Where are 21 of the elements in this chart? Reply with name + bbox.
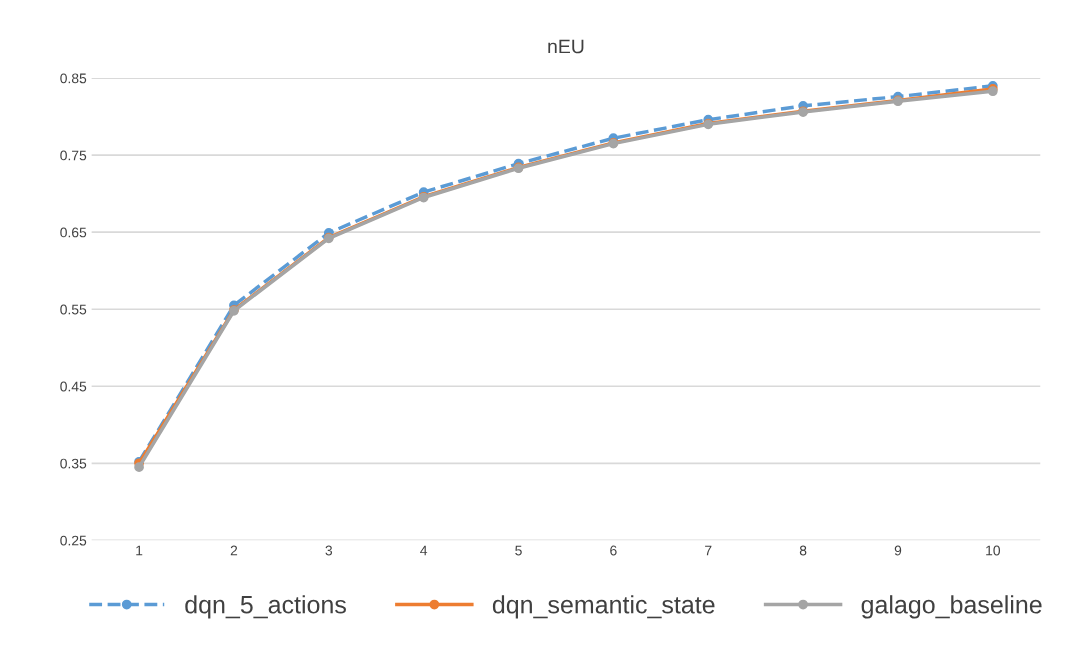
y-tick-label: 0.65: [60, 227, 87, 238]
x-tick-label: 2: [230, 545, 238, 556]
x-tick-label: 5: [515, 545, 522, 556]
x-tick-label: 8: [799, 545, 807, 556]
y-tick-label: 0.75: [60, 150, 87, 161]
x-tick-label: 1: [136, 545, 143, 556]
x-tick-label: 4: [420, 545, 428, 556]
x-tick-label: 3: [325, 545, 333, 556]
chart-title: nEU: [548, 39, 584, 54]
y-tick-label: 0.85: [60, 73, 87, 84]
x-tick-label: 7: [705, 545, 712, 556]
legend-label: galago_baseline: [861, 595, 1042, 619]
x-tick-label: 9: [894, 545, 902, 556]
x-tick-label: 10: [986, 545, 1001, 556]
y-tick-label: 0.55: [60, 304, 87, 315]
y-tick-label: 0.45: [60, 381, 87, 392]
x-tick-label: 6: [610, 545, 617, 556]
legend-label: dqn_semantic_state: [492, 595, 715, 619]
legend-label: dqn_5_actions: [185, 595, 346, 619]
y-tick-label: 0.25: [60, 535, 87, 546]
y-tick-label: 0.35: [60, 458, 87, 469]
